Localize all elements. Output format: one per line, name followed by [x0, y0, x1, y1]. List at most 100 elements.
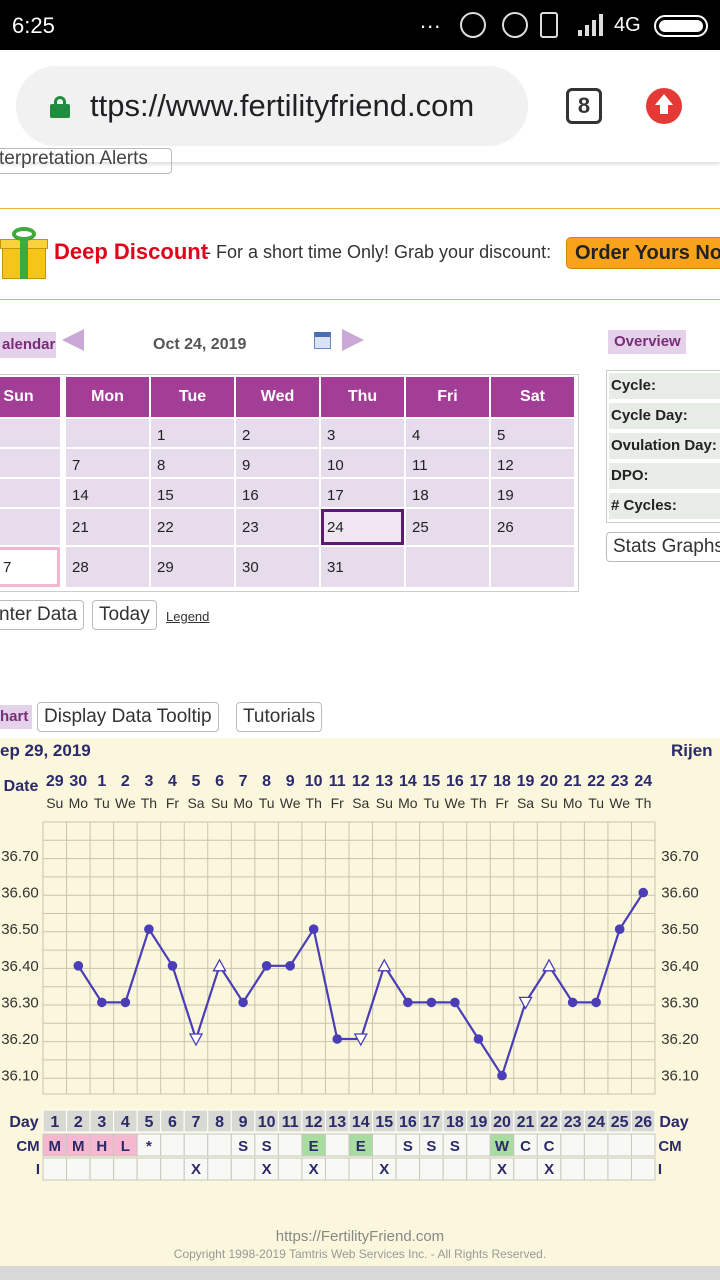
calendar-day[interactable]: 25	[406, 509, 489, 545]
weekday-tick: Su	[541, 795, 558, 811]
temperature-point-open[interactable]	[353, 1033, 368, 1047]
calendar-day[interactable]: 9	[236, 449, 319, 477]
i-value: X	[262, 1161, 272, 1178]
i-value: X	[544, 1161, 554, 1178]
cm-cell	[277, 1133, 303, 1157]
cm-value: L	[121, 1138, 130, 1155]
temperature-point[interactable]	[120, 997, 131, 1008]
tutorials-button[interactable]: Tutorials	[236, 702, 323, 732]
tab-switcher-button[interactable]: 8	[566, 88, 602, 124]
temperature-point[interactable]	[167, 961, 178, 971]
calendar-day[interactable]: 28	[66, 547, 149, 587]
calendar-day[interactable]: 21	[66, 509, 149, 545]
y-tick-right: 36.20	[661, 1031, 699, 1048]
temperature-point[interactable]	[426, 997, 437, 1008]
calendar-day[interactable]: 30	[236, 547, 319, 587]
temperature-point[interactable]	[638, 887, 649, 898]
calendar-day[interactable]: 3	[321, 419, 404, 447]
url-text[interactable]: ttps://www.fertilityfriend.com	[90, 88, 475, 123]
calendar-day[interactable]: 16	[236, 479, 319, 507]
enter-data-button[interactable]: nter Data	[0, 600, 85, 630]
date-tick: 3	[144, 773, 153, 790]
date-tick: 9	[286, 773, 295, 790]
overview-tab[interactable]: Overview	[608, 330, 686, 354]
calendar-day[interactable]: 22	[151, 509, 234, 545]
temperature-point-open[interactable]	[212, 958, 227, 972]
temperature-point[interactable]	[591, 997, 601, 1008]
temperature-point-open[interactable]	[541, 958, 557, 972]
weekday-header: Mon	[66, 377, 149, 417]
overview-row: Cycle Day:	[609, 403, 720, 429]
next-month-arrow-icon[interactable]	[342, 329, 364, 351]
calendar-day[interactable]: 8	[151, 449, 234, 477]
weekday-tick: Fr	[331, 795, 345, 811]
chart-tab[interactable]: hart	[0, 705, 32, 729]
i-cell	[113, 1157, 138, 1181]
calendar-day[interactable]: 4	[406, 419, 489, 447]
footer-copyright: Copyright 1998-2019 Tamtris Web Services…	[173, 1247, 547, 1261]
temperature-point[interactable]	[567, 997, 578, 1008]
prev-month-arrow-icon[interactable]	[62, 329, 84, 351]
upload-icon[interactable]	[646, 88, 682, 124]
i-cell	[607, 1157, 632, 1181]
temperature-point-open[interactable]	[518, 996, 533, 1010]
temperature-point[interactable]	[497, 1070, 507, 1081]
temperature-point[interactable]	[308, 924, 319, 934]
calendar-day[interactable]: 14	[66, 479, 149, 507]
calendar-tab[interactable]: alendar	[0, 332, 56, 358]
calendar-day[interactable]: 11	[406, 449, 489, 477]
i-cell	[207, 1157, 232, 1181]
calendar-day	[0, 419, 60, 447]
temperature-point-open[interactable]	[188, 1033, 204, 1047]
temperature-point[interactable]	[403, 997, 413, 1008]
calendar-day[interactable]: 1	[151, 419, 234, 447]
temperature-point[interactable]	[285, 961, 295, 971]
calendar-day[interactable]: 7	[66, 449, 149, 477]
weekday-tick: Th	[635, 795, 651, 811]
legend-link[interactable]: Legend	[166, 609, 210, 624]
promo-banner: Deep Discount - For a short time Only! G…	[0, 208, 720, 300]
address-bar[interactable]: ttps://www.fertilityfriend.com	[16, 66, 528, 146]
today-button[interactable]: Today	[92, 600, 157, 630]
calendar-day[interactable]: 19	[491, 479, 574, 507]
temperature-point-open[interactable]	[377, 958, 392, 972]
date-tick: 30	[69, 773, 87, 790]
temperature-point[interactable]	[97, 997, 107, 1008]
temperature-point[interactable]	[144, 924, 154, 934]
temperature-point[interactable]	[473, 1034, 484, 1044]
i-value: X	[379, 1161, 389, 1178]
date-tick: 12	[352, 773, 370, 790]
temperature-point[interactable]	[614, 924, 625, 934]
i-cell	[513, 1157, 538, 1181]
calendar-day[interactable]: 12	[491, 449, 574, 477]
calendar-picker-icon[interactable]	[314, 332, 331, 349]
calendar-day[interactable]: 2	[236, 419, 319, 447]
temperature-point[interactable]	[238, 997, 248, 1008]
calendar-day[interactable]: 7	[0, 547, 60, 587]
calendar-day[interactable]: 26	[491, 509, 574, 545]
cm-cell	[607, 1133, 632, 1157]
cm-value: H	[96, 1138, 107, 1155]
interpretation-alerts-button[interactable]: terpretation Alerts	[0, 148, 172, 174]
day-number: 13	[328, 1114, 346, 1131]
stats-graphs-button[interactable]: Stats Graphs	[606, 532, 720, 562]
temperature-point[interactable]	[332, 1034, 343, 1044]
calendar-day[interactable]: 24	[321, 509, 404, 545]
calendar-day[interactable]: 10	[321, 449, 404, 477]
temperature-point[interactable]	[261, 961, 272, 971]
calendar-day[interactable]: 18	[406, 479, 489, 507]
calendar-day[interactable]: 29	[151, 547, 234, 587]
calendar-day[interactable]: 5	[491, 419, 574, 447]
temperature-point[interactable]	[73, 961, 84, 971]
calendar-day[interactable]: 31	[321, 547, 404, 587]
day-number: 11	[282, 1114, 299, 1131]
calendar-day[interactable]: 15	[151, 479, 234, 507]
temperature-point[interactable]	[450, 997, 460, 1008]
calendar-day[interactable]: 23	[236, 509, 319, 545]
display-data-tooltip-button[interactable]: Display Data Tooltip	[37, 702, 219, 732]
order-button[interactable]: Order Yours Now	[566, 237, 720, 269]
cm-value: S	[403, 1138, 413, 1155]
calendar-day[interactable]: 17	[321, 479, 404, 507]
day-cell	[630, 1109, 656, 1133]
date-tick: 5	[192, 773, 201, 790]
